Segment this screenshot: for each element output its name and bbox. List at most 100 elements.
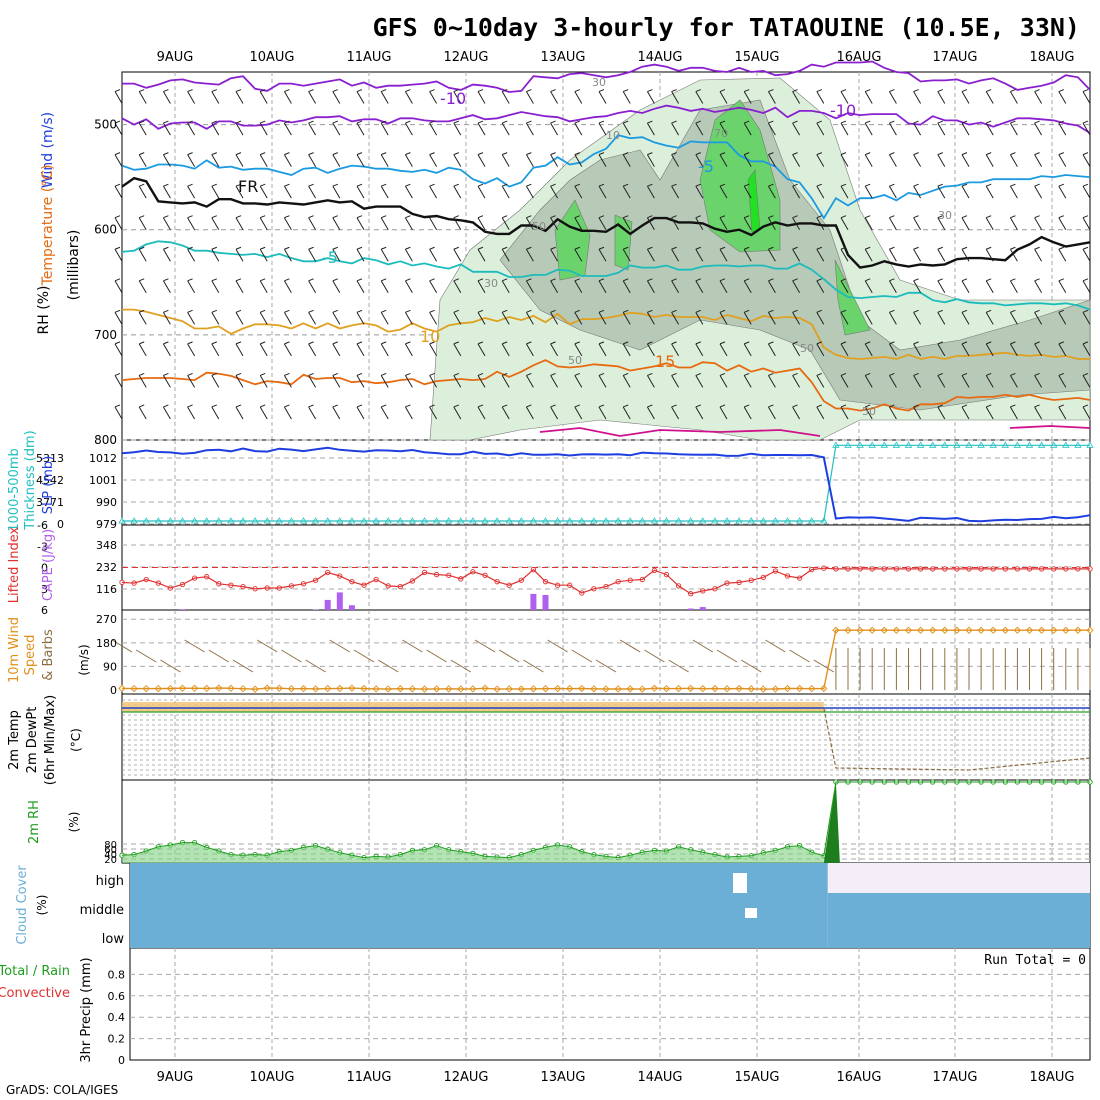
rh-contour-label: 70 [714,127,728,140]
wind-barb [671,404,680,420]
pressure-tick: 500 [94,118,117,132]
wind-barb [864,246,873,262]
wind-barb [308,183,317,199]
wind-barb [598,341,607,357]
surface-barb [450,659,472,673]
wind-barb [598,278,607,294]
wind-barb [913,89,922,104]
wind-barb [187,89,196,104]
wind-barb [622,152,631,167]
wind-barb [501,89,510,104]
wind-barb [138,215,147,230]
wind-barb [550,215,559,230]
wind-barb [695,120,704,136]
wind-barb [622,120,631,136]
wind-barb [743,120,752,136]
x-label-top: 13AUG [540,50,585,65]
wind-barb [187,215,196,230]
wind-barb [211,372,220,388]
wind-barb [961,89,970,104]
wind-barb [719,89,728,104]
wind-barb [404,309,413,325]
wind-barb [719,246,728,262]
wind-barb [985,404,994,420]
slp-line [121,446,1091,523]
legend-slp: SLP (mb) [41,456,56,515]
wind-barb [574,341,583,357]
wind-barb [404,278,413,294]
legend-total-rain: Total / Rain [0,964,70,979]
wind-barb [767,246,776,262]
wind-barb [767,372,776,388]
wind-barb [792,278,801,294]
wind-barb [1034,89,1043,104]
wind-barb [864,372,873,388]
wind-barb [816,152,825,167]
wind-barb [695,404,704,420]
wind-barb [864,309,873,325]
wind-barb [259,152,268,167]
wind-barb [767,183,776,199]
wind-barb [864,215,873,230]
wind-barb [453,215,462,230]
wind-barb [888,152,897,167]
wind-barb [913,246,922,262]
wind-barb [695,309,704,325]
surface-barb [547,639,568,653]
wind-barb [913,215,922,230]
lifted-tick: -6 [37,519,48,532]
rh-contour-label: 50 [862,405,876,418]
wind-barb [114,215,123,230]
surface-barb [353,649,375,663]
wind-barb [574,152,583,167]
wind-barb [453,309,462,325]
wind-barb [961,120,970,136]
wind-barb [985,372,994,388]
wind-barb [598,215,607,230]
legend-cloud: Cloud Cover [15,865,30,945]
wind-barb [332,120,341,136]
wind-barb [259,183,268,199]
thickness-line [122,444,1090,522]
wind-barb [1009,341,1018,357]
rh-contour-label: 50 [532,220,546,233]
wind-barb [332,89,341,104]
lifted-tick: -3 [37,540,48,553]
wind-barb [598,404,607,420]
footer-credit: GrADS: COLA/IGES [6,1083,118,1097]
wind-barb [1082,152,1091,167]
isotherm-label: -10 [440,89,466,108]
wind-barb [985,309,994,325]
wind-barb [743,215,752,230]
wind-barb [501,341,510,357]
slp-tick: 1012 [89,452,117,465]
surface-barb [668,659,689,673]
wind-barb [550,341,559,357]
wind-barb [695,341,704,357]
wind-barb [283,341,292,357]
wind-barb [525,183,534,199]
wind-barb [259,404,268,420]
rh-contour-label: 30 [484,277,498,290]
wind-barb [598,152,607,167]
wind-barb [525,309,534,325]
wind-barb [453,404,462,420]
wind-barb [792,215,801,230]
wind-barb [187,152,196,167]
isotherm-label: 15 [655,352,675,371]
wind-barb [114,120,123,136]
isotherm-line [122,60,1091,93]
rh-contour-label: 30 [938,209,952,222]
isotherm-line [1009,425,1091,429]
wind-barb [888,89,897,104]
wind-barb [840,152,849,167]
wind-barb [792,120,801,136]
wind-barb [816,89,825,104]
wind-barb [525,89,534,104]
isotherm-label: -5 [698,157,714,176]
wind-barb [961,183,970,199]
wind-barb [792,89,801,104]
wind-barb [719,120,728,136]
surface-barb [740,659,762,673]
